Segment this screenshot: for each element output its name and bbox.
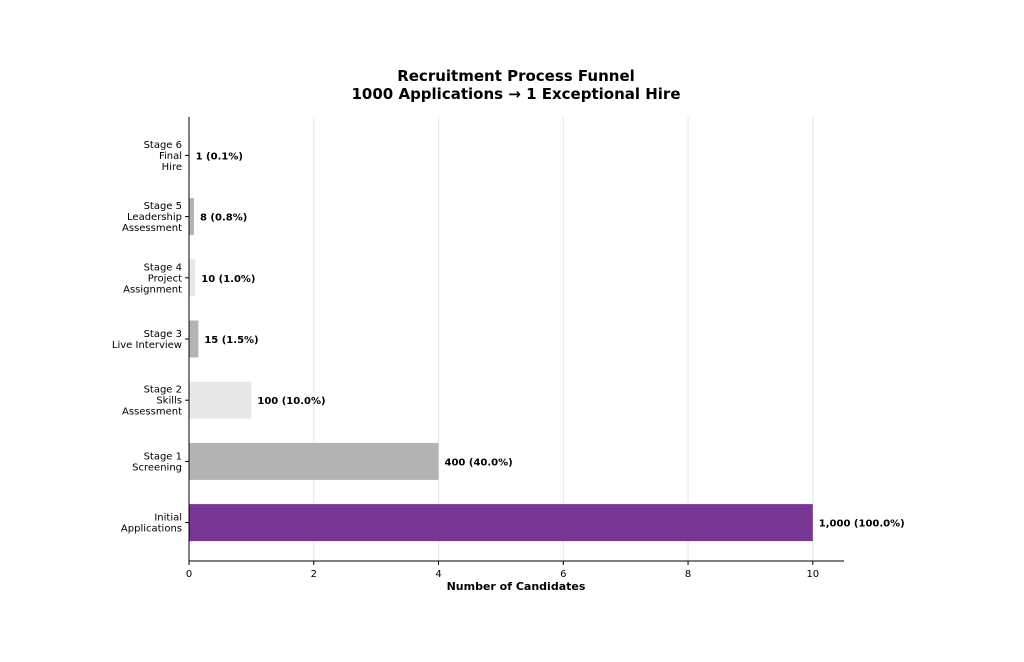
bar-4 bbox=[189, 259, 196, 297]
bar-value-label: 8 (0.8%) bbox=[200, 213, 247, 224]
bar-value-label: 100 (10.0%) bbox=[257, 396, 325, 407]
bar-value-label: 15 (1.5%) bbox=[204, 335, 258, 346]
x-tick-label: 4 bbox=[435, 569, 441, 580]
category-label: Stage 6 bbox=[144, 140, 182, 151]
x-tick-label: 0 bbox=[186, 569, 192, 580]
x-tick-label: 10 bbox=[806, 569, 819, 580]
category-label: Stage 3 bbox=[144, 329, 182, 340]
bar-2 bbox=[189, 381, 252, 419]
bar-value-label: 1,000 (100.0%) bbox=[819, 519, 905, 530]
category-label: Hire bbox=[162, 162, 182, 173]
category-label: Assessment bbox=[122, 223, 182, 234]
chart-title: Recruitment Process Funnel bbox=[397, 67, 635, 85]
category-label: Assignment bbox=[123, 284, 182, 295]
category-label: Initial bbox=[154, 513, 182, 524]
grid-lines bbox=[313, 117, 814, 561]
category-label: Stage 2 bbox=[144, 385, 182, 396]
category-label: Skills bbox=[156, 396, 182, 407]
bar-3 bbox=[189, 320, 199, 358]
bar-value-label: 10 (1.0%) bbox=[201, 274, 255, 285]
bar-value-label: 1 (0.1%) bbox=[196, 151, 243, 162]
category-label: Project bbox=[148, 273, 182, 284]
category-label: Stage 1 bbox=[144, 451, 182, 462]
category-label: Stage 5 bbox=[144, 201, 182, 212]
category-label: Applications bbox=[121, 524, 182, 535]
category-label: Leadership bbox=[127, 212, 182, 223]
x-tick-label: 8 bbox=[685, 569, 691, 580]
category-label: Stage 4 bbox=[144, 262, 182, 273]
axes bbox=[185, 117, 844, 565]
x-axis-title: Number of Candidates bbox=[447, 580, 586, 593]
bars bbox=[189, 136, 813, 542]
bar-0 bbox=[189, 504, 813, 542]
category-label: Assessment bbox=[122, 407, 182, 418]
category-label: Final bbox=[159, 151, 182, 162]
category-label: Live Interview bbox=[112, 340, 182, 351]
x-tick-label: 6 bbox=[560, 569, 566, 580]
chart-subtitle: 1000 Applications → 1 Exceptional Hire bbox=[351, 85, 680, 103]
bar-1 bbox=[189, 442, 439, 480]
category-label: Screening bbox=[132, 462, 182, 473]
bar-value-label: 400 (40.0%) bbox=[445, 457, 513, 468]
bar-5 bbox=[189, 198, 194, 236]
x-tick-label: 2 bbox=[311, 569, 317, 580]
labels: 0 2 4 6 8 10 1,000 (100.0%) InitialApplications… bbox=[112, 140, 905, 580]
